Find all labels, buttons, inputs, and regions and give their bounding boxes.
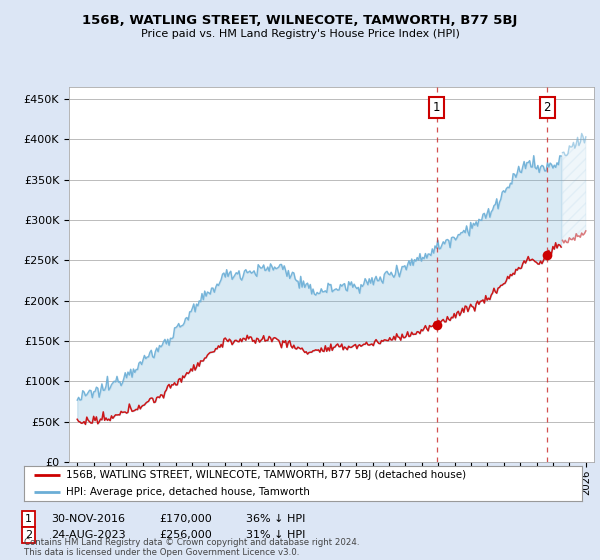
Text: 24-AUG-2023: 24-AUG-2023 xyxy=(51,530,125,540)
Text: 156B, WATLING STREET, WILNECOTE, TAMWORTH, B77 5BJ: 156B, WATLING STREET, WILNECOTE, TAMWORT… xyxy=(82,14,518,27)
Text: 2: 2 xyxy=(544,101,551,114)
Text: 2: 2 xyxy=(25,530,32,540)
Text: 1: 1 xyxy=(25,514,32,524)
Text: 156B, WATLING STREET, WILNECOTE, TAMWORTH, B77 5BJ (detached house): 156B, WATLING STREET, WILNECOTE, TAMWORT… xyxy=(66,470,466,480)
Text: Contains HM Land Registry data © Crown copyright and database right 2024.
This d: Contains HM Land Registry data © Crown c… xyxy=(24,538,359,557)
Text: HPI: Average price, detached house, Tamworth: HPI: Average price, detached house, Tamw… xyxy=(66,487,310,497)
Text: 36% ↓ HPI: 36% ↓ HPI xyxy=(246,514,305,524)
Text: 31% ↓ HPI: 31% ↓ HPI xyxy=(246,530,305,540)
Text: 1: 1 xyxy=(433,101,440,114)
Text: £256,000: £256,000 xyxy=(159,530,212,540)
Text: £170,000: £170,000 xyxy=(159,514,212,524)
Text: Price paid vs. HM Land Registry's House Price Index (HPI): Price paid vs. HM Land Registry's House … xyxy=(140,29,460,39)
Text: 30-NOV-2016: 30-NOV-2016 xyxy=(51,514,125,524)
